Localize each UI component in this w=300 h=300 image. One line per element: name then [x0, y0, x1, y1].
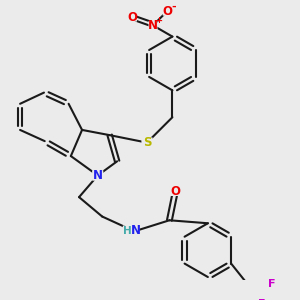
FancyBboxPatch shape: [123, 226, 139, 236]
FancyBboxPatch shape: [148, 21, 158, 30]
Text: O: O: [162, 5, 172, 18]
Text: S: S: [143, 136, 151, 149]
Text: O: O: [170, 185, 180, 198]
Text: H: H: [123, 226, 132, 236]
FancyBboxPatch shape: [141, 137, 153, 148]
Text: F: F: [268, 280, 275, 290]
FancyBboxPatch shape: [128, 13, 137, 22]
FancyBboxPatch shape: [266, 280, 276, 289]
Text: -: -: [171, 2, 176, 12]
FancyBboxPatch shape: [170, 186, 181, 196]
Text: N: N: [131, 224, 141, 237]
Text: F: F: [258, 299, 266, 300]
Text: N: N: [93, 169, 103, 182]
Text: O: O: [128, 11, 137, 24]
Text: +: +: [155, 16, 162, 25]
FancyBboxPatch shape: [257, 299, 267, 300]
FancyBboxPatch shape: [92, 170, 103, 181]
Text: N: N: [148, 19, 158, 32]
FancyBboxPatch shape: [163, 7, 172, 16]
